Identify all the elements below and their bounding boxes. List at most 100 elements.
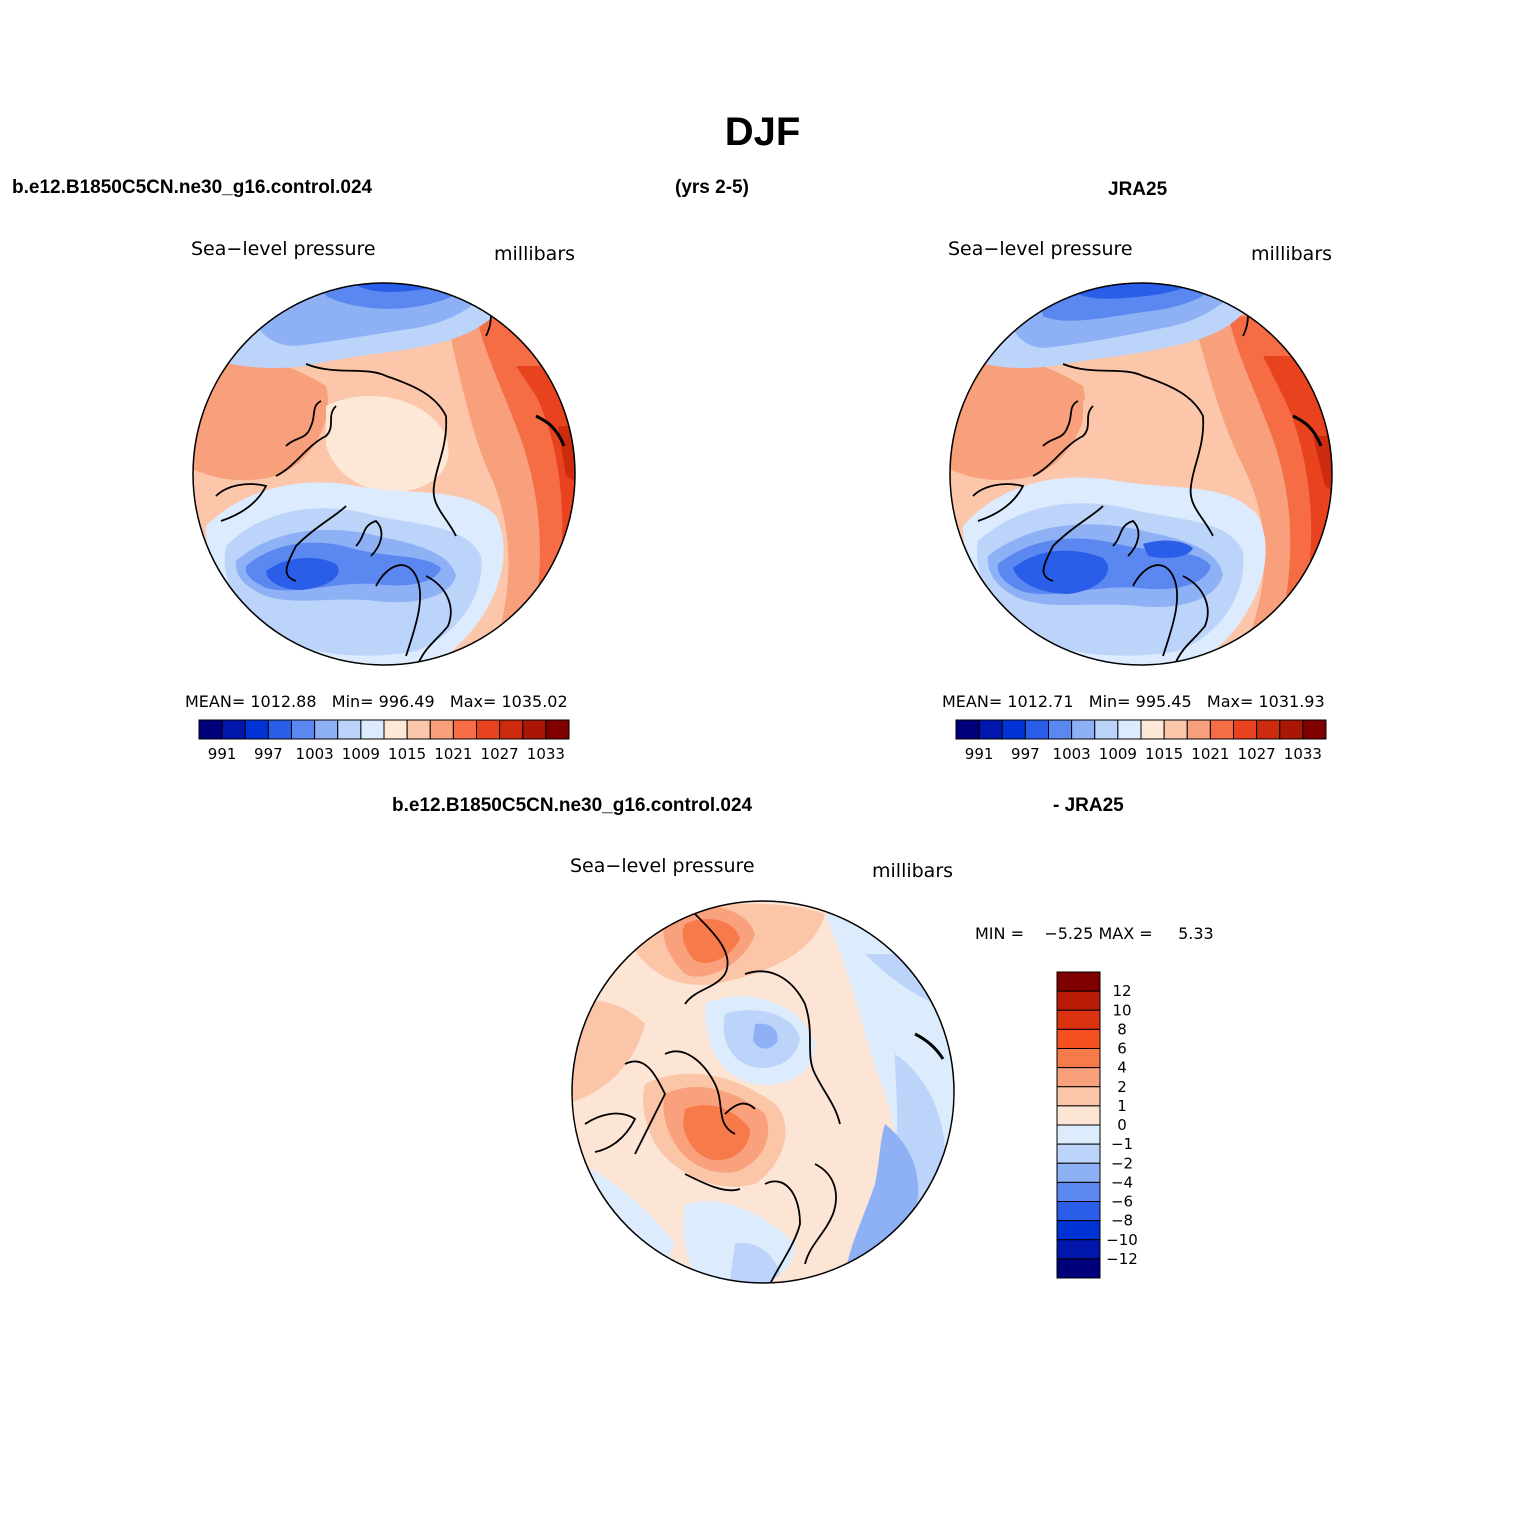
figure-title: DJF <box>724 110 801 154</box>
model-colorbar-box <box>452 719 477 740</box>
model-colorbar-box <box>337 719 362 740</box>
obs-colorbar-box <box>1233 719 1258 740</box>
model-colorbar-label: 1027 <box>481 745 519 763</box>
obs-colorbar-box <box>1256 719 1281 740</box>
case-name-header: b.e12.B1850C5CN.ne30_g16.control.024 <box>12 177 373 198</box>
model-colorbar-label: 1003 <box>296 745 334 763</box>
obs-colorbar-label: 1027 <box>1238 745 1276 763</box>
diff-colorbar-box <box>1056 1124 1101 1145</box>
obs-mean-value: 1012.71 <box>1007 692 1074 711</box>
diff-variable-label: Sea−level pressure <box>570 855 755 877</box>
model-colorbar-box <box>429 719 454 740</box>
diff-colorbar-label: −10 <box>1106 1231 1138 1249</box>
obs-colorbar-label: 1003 <box>1053 745 1091 763</box>
diff-colorbar-label: −12 <box>1106 1250 1138 1268</box>
diff-colorbar-box <box>1056 1048 1101 1069</box>
diff-colorbar-label: −1 <box>1111 1135 1133 1153</box>
diff-colorbar-label: 12 <box>1112 982 1131 1000</box>
obs-colorbar-box <box>1024 719 1049 740</box>
obs-min-value: 995.45 <box>1135 692 1192 711</box>
obs-units-label: millibars <box>1251 243 1333 265</box>
diff-colorbar-label: 4 <box>1117 1059 1127 1077</box>
obs-colorbar-box <box>1209 719 1234 740</box>
model-colorbar-box <box>476 719 501 740</box>
model-polar-map <box>192 282 576 666</box>
model-mean-label: MEAN= <box>185 692 246 711</box>
model-mean-value: 1012.88 <box>250 692 317 711</box>
obs-colorbar-label: 1033 <box>1284 745 1322 763</box>
diff-colorbar-box <box>1056 1009 1101 1030</box>
model-colorbar-box <box>314 719 339 740</box>
diff-colorbar-label: 2 <box>1117 1078 1127 1096</box>
model-colorbar-box <box>499 719 524 740</box>
obs-colorbar-box <box>1048 719 1073 740</box>
model-colorbar-box <box>406 719 431 740</box>
diff-colorbar-box <box>1056 1258 1101 1279</box>
diff-colorbar-box <box>1056 1143 1101 1164</box>
diff-stats: MIN = −5.25 MAX = 5.33 <box>975 924 1214 943</box>
obs-colorbar-box <box>1117 719 1142 740</box>
obs-variable-label: Sea−level pressure <box>948 238 1133 260</box>
diff-colorbar-label: 6 <box>1117 1040 1127 1058</box>
model-colorbar-box <box>522 719 547 740</box>
model-stats: MEAN= 1012.88 Min= 996.49 Max= 1035.02 <box>185 692 568 711</box>
diff-max-label: MAX = <box>1098 924 1153 943</box>
diff-colorbar-box <box>1056 1181 1101 1202</box>
diff-case-name-header: b.e12.B1850C5CN.ne30_g16.control.024 <box>392 795 753 816</box>
model-colorbar-box <box>291 719 316 740</box>
obs-colorbar-box <box>978 719 1003 740</box>
years-header: (yrs 2-5) <box>675 177 749 198</box>
obs-colorbar: 991 997 1003 1009 1015 1021 1027 1033 <box>955 719 1327 763</box>
diff-colorbar-box <box>1056 1201 1101 1222</box>
model-max-value: 1035.02 <box>501 692 568 711</box>
model-colorbar-box <box>383 719 408 740</box>
obs-min-label: Min= <box>1088 692 1131 711</box>
diff-colorbar-box <box>1056 1105 1101 1126</box>
diff-colorbar-label: −4 <box>1111 1173 1133 1191</box>
model-min-label: Min= <box>331 692 374 711</box>
obs-colorbar-label: 1009 <box>1099 745 1137 763</box>
diff-colorbar-box <box>1056 1162 1101 1183</box>
model-colorbar-label: 1033 <box>527 745 565 763</box>
model-colorbar-box <box>244 719 269 740</box>
obs-colorbar-label: 997 <box>1011 745 1040 763</box>
obs-mean-label: MEAN= <box>942 692 1003 711</box>
obs-colorbar-box <box>1071 719 1096 740</box>
diff-min-label: MIN = <box>975 924 1024 943</box>
diff-colorbar-label: 0 <box>1117 1116 1127 1134</box>
diff-colorbar-box <box>1056 990 1101 1011</box>
diff-colorbar-box <box>1056 1220 1101 1241</box>
model-colorbar-box <box>221 719 246 740</box>
diff-colorbar-label: 1 <box>1117 1097 1127 1115</box>
obs-colorbar-box <box>1163 719 1188 740</box>
model-colorbar-label: 1015 <box>388 745 426 763</box>
obs-colorbar-box <box>1279 719 1304 740</box>
diff-polar-map <box>571 900 955 1284</box>
diff-max-value: 5.33 <box>1178 924 1214 943</box>
model-colorbar-box <box>545 719 570 740</box>
diff-min-value: −5.25 <box>1044 924 1094 943</box>
diff-colorbar-box <box>1056 1028 1101 1049</box>
model-colorbar-label: 1021 <box>434 745 472 763</box>
diff-colorbar-box <box>1056 1067 1101 1088</box>
diff-obs-name-header: - JRA25 <box>1053 795 1124 816</box>
diff-colorbar-label: 10 <box>1112 1001 1131 1019</box>
obs-colorbar-box <box>955 719 980 740</box>
model-colorbar-label: 1009 <box>342 745 380 763</box>
obs-colorbar-box <box>1302 719 1327 740</box>
obs-colorbar-label: 1021 <box>1191 745 1229 763</box>
obs-max-value: 1031.93 <box>1258 692 1325 711</box>
obs-colorbar-box <box>1186 719 1211 740</box>
diff-colorbar-label: −8 <box>1111 1212 1133 1230</box>
obs-colorbar-box <box>1094 719 1119 740</box>
model-colorbar-box <box>360 719 385 740</box>
obs-colorbar-label: 991 <box>965 745 994 763</box>
model-colorbar-label: 991 <box>208 745 237 763</box>
model-colorbar-box <box>267 719 292 740</box>
diff-colorbar-label: 8 <box>1117 1020 1127 1038</box>
diff-colorbar-label: −6 <box>1111 1193 1133 1211</box>
model-colorbar-box <box>198 719 223 740</box>
model-max-label: Max= <box>449 692 497 711</box>
obs-colorbar-label: 1015 <box>1145 745 1183 763</box>
